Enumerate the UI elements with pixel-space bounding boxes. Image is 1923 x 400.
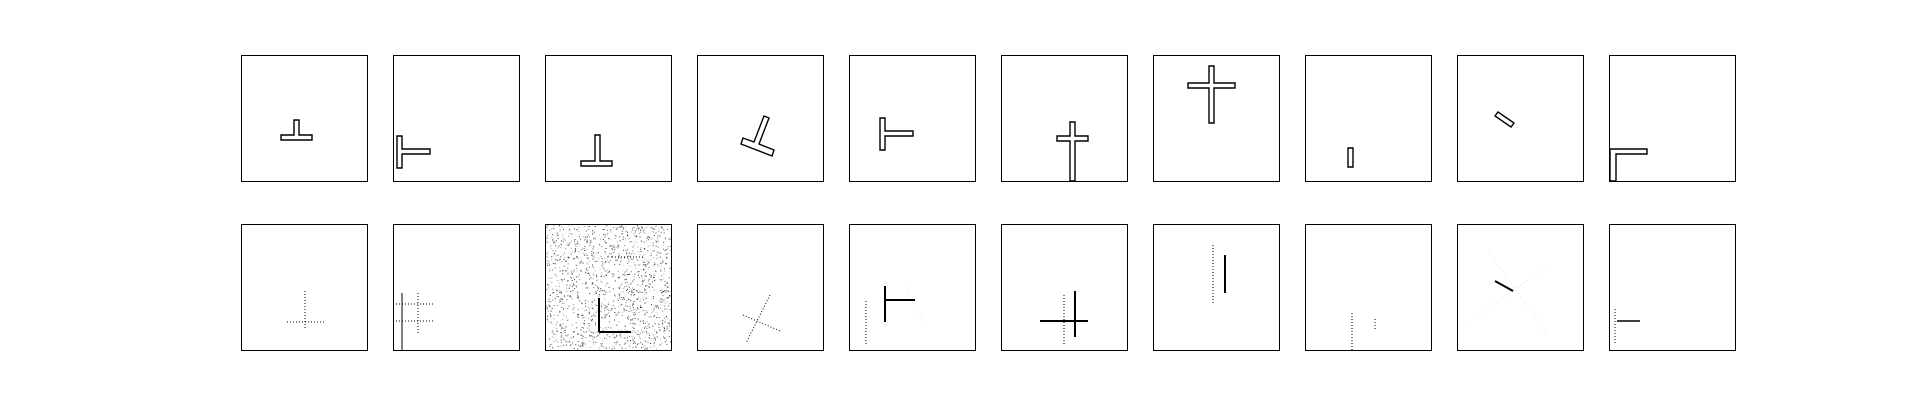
dotted-line <box>742 314 781 332</box>
shape-drawing <box>280 119 313 141</box>
panel-noisy-line-shapes-10-dotted-short-line <box>1609 224 1736 351</box>
panel-outline-shapes-3-inverted-t <box>545 55 672 182</box>
panel-outline-shapes-10-l-corner <box>1609 55 1736 182</box>
panel-noisy-line-shapes-8-faint-vertical-line <box>1305 224 1432 351</box>
panel-outline-shapes-1-inverted-t <box>241 55 368 182</box>
panel-noisy-line-shapes-5-dotted-t-with-ghost <box>849 224 976 351</box>
shape-drawing <box>865 284 926 345</box>
panel-noisy-line-shapes-4-dotted-crossed-lines <box>697 224 824 351</box>
shape-outline <box>396 135 431 169</box>
panel-outline-shapes-7-cross <box>1153 55 1280 182</box>
panel-outline-shapes-8-short-bar <box>1305 55 1432 182</box>
shape-outline <box>580 134 613 167</box>
shape-outline <box>1056 121 1089 181</box>
shape-drawing <box>1494 111 1515 128</box>
panel-noisy-line-shapes-3-noise-field-with-l <box>545 224 672 351</box>
dotted-line <box>745 294 771 344</box>
shape-outline <box>740 115 775 157</box>
shape-outline <box>879 117 914 151</box>
panel-noisy-line-shapes-7-dotted-vertical-line <box>1153 224 1280 351</box>
shape-drawing <box>1347 147 1354 168</box>
solid-line <box>1494 280 1514 292</box>
panel-noisy-line-shapes-2-dotted-grid-lines <box>393 224 520 351</box>
shape-drawing <box>742 294 781 344</box>
shape-drawing <box>1187 65 1236 124</box>
noise-dots <box>546 225 671 350</box>
shape-outline <box>280 119 313 141</box>
shape-drawing <box>396 293 434 350</box>
shape-drawing <box>1610 148 1648 181</box>
shape-drawing <box>1467 250 1549 336</box>
panel-outline-shapes-4-inverted-t-tilted <box>697 55 824 182</box>
ghost-line <box>904 284 926 324</box>
shape-outline <box>1347 147 1354 168</box>
panel-noisy-line-shapes-6-dotted-cross <box>1001 224 1128 351</box>
panel-outline-shapes-5-t-rotated-left <box>849 55 976 182</box>
panel-noisy-line-shapes-1-dotted-inverted-t <box>241 224 368 351</box>
panel-outline-shapes-9-tilted-bar <box>1457 55 1584 182</box>
shape-drawing <box>1056 121 1089 181</box>
panel-noisy-line-shapes-9-faint-diagonal-with-ghost <box>1457 224 1584 351</box>
shape-drawing <box>740 115 775 157</box>
shape-outline <box>1494 111 1515 128</box>
panel-outline-shapes-6-cross <box>1001 55 1128 182</box>
shape-drawing <box>396 135 431 169</box>
panel-outline-shapes-2-t-rotated-left <box>393 55 520 182</box>
ghost-line <box>1467 264 1549 324</box>
shape-drawing <box>1040 291 1088 345</box>
ghost-line <box>1487 250 1549 336</box>
shape-outline <box>1187 65 1236 124</box>
shape-drawing <box>287 291 324 328</box>
shape-outline <box>1610 148 1648 181</box>
shape-drawing <box>580 134 613 167</box>
shape-drawing <box>1351 313 1376 350</box>
shape-drawing <box>879 117 914 151</box>
shape-drawing <box>546 225 671 350</box>
shape-drawing <box>1212 245 1226 305</box>
shape-drawing <box>1614 309 1640 345</box>
